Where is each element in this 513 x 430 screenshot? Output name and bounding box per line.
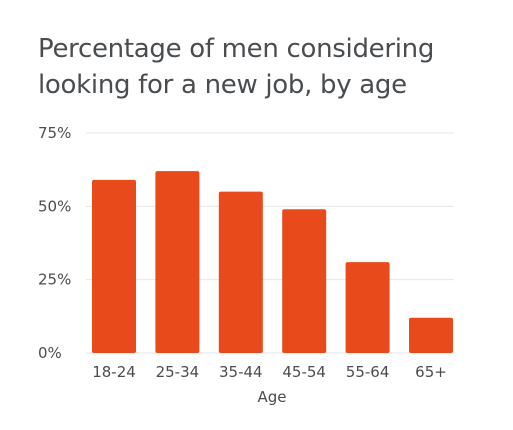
x-tick-label: 25-34: [156, 363, 200, 381]
y-tick-label: 0%: [38, 344, 62, 362]
x-tick-label: 55-64: [346, 363, 390, 381]
x-axis-title: Age: [257, 388, 286, 406]
x-tick-label: 45-54: [282, 363, 326, 381]
chart-title-line-2: looking for a new job, by age: [38, 70, 407, 100]
chart-title-line-1: Percentage of men considering: [38, 34, 435, 64]
bar-45-54: [282, 209, 327, 353]
y-tick-label: 25%: [38, 271, 71, 289]
bar-55-64: [345, 262, 390, 353]
x-tick-label: 65+: [415, 363, 447, 381]
y-tick-label: 75%: [38, 124, 71, 142]
y-axis-ticks: 0% 25% 50% 75%: [38, 124, 71, 362]
bar-25-34: [155, 171, 200, 353]
x-tick-label: 18-24: [92, 363, 136, 381]
gridlines: [86, 132, 454, 354]
bar-35-44: [218, 191, 263, 353]
x-axis-ticks: 18-24 25-34 35-44 45-54 55-64 65+: [92, 363, 447, 381]
y-tick-label: 50%: [38, 197, 71, 215]
bar-18-24: [92, 179, 136, 353]
x-tick-label: 35-44: [219, 363, 263, 381]
bars: [92, 171, 453, 353]
bar-65+: [409, 317, 453, 353]
